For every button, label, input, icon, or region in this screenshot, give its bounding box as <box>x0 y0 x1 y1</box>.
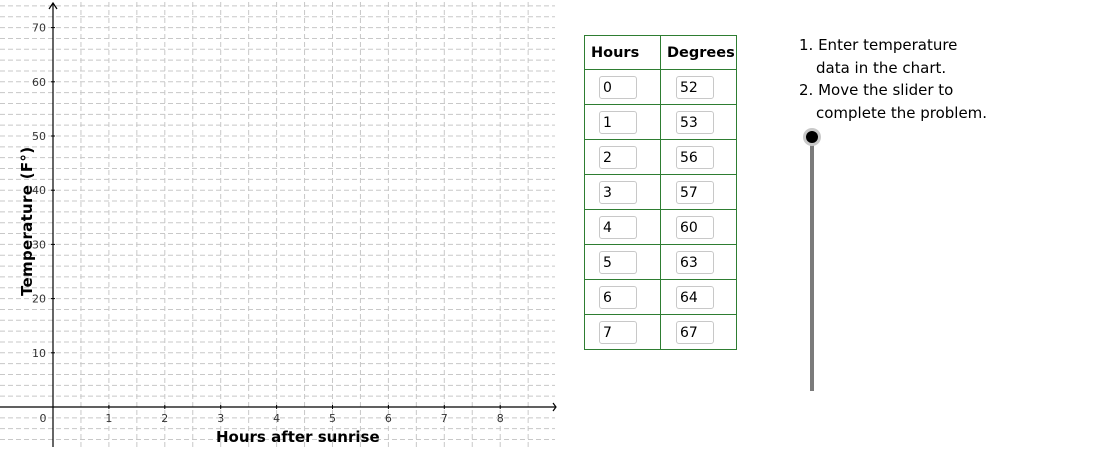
table-row: 3 57 <box>584 174 737 210</box>
header-degrees: Degrees <box>660 35 737 70</box>
degrees-input[interactable]: 56 <box>676 145 714 169</box>
degrees-input[interactable]: 57 <box>676 180 714 204</box>
degrees-cell: 56 <box>660 139 737 175</box>
degrees-input[interactable]: 53 <box>676 110 714 134</box>
hours-input[interactable]: 7 <box>599 320 637 344</box>
y-tick-label: 10 <box>32 347 46 360</box>
graph-canvas[interactable]: 0 1 2 3 4 5 6 7 8 10 20 30 40 50 60 70 <box>0 0 560 450</box>
degrees-cell: 52 <box>660 69 737 105</box>
degrees-cell: 57 <box>660 174 737 210</box>
hours-cell: 1 <box>584 104 661 140</box>
x-tick-label: 3 <box>217 412 224 425</box>
slider-handle-dot <box>806 131 818 143</box>
table-row: 6 64 <box>584 279 737 315</box>
x-tick-label: 7 <box>441 412 448 425</box>
degrees-cell: 53 <box>660 104 737 140</box>
degrees-input[interactable]: 67 <box>676 320 714 344</box>
hours-input[interactable]: 2 <box>599 145 637 169</box>
y-tick-label: 20 <box>32 293 46 306</box>
y-axis-arrow <box>48 1 58 10</box>
y-tick-label: 70 <box>32 22 46 35</box>
x-axis-arrow <box>552 402 557 412</box>
instructions: 1. Enter temperature data in the chart. … <box>799 34 987 124</box>
x-tick-label: 4 <box>273 412 280 425</box>
table-row: 1 53 <box>584 104 737 140</box>
degrees-input[interactable]: 63 <box>676 250 714 274</box>
hours-cell: 7 <box>584 314 661 350</box>
hours-cell: 3 <box>584 174 661 210</box>
hours-input[interactable]: 3 <box>599 180 637 204</box>
degrees-cell: 64 <box>660 279 737 315</box>
grid-lines <box>0 2 555 447</box>
degrees-cell: 67 <box>660 314 737 350</box>
header-hours: Hours <box>584 35 661 70</box>
hours-cell: 6 <box>584 279 661 315</box>
instruction-line-4: complete the problem. <box>816 103 988 122</box>
degrees-cell: 60 <box>660 209 737 245</box>
instruction-line-2: data in the chart. <box>816 58 947 77</box>
hours-input[interactable]: 5 <box>599 250 637 274</box>
y-tick-label: 40 <box>32 184 46 197</box>
degrees-input[interactable]: 60 <box>676 215 714 239</box>
hours-cell: 5 <box>584 244 661 280</box>
x-tick-label: 6 <box>385 412 392 425</box>
hours-input[interactable]: 0 <box>599 75 637 99</box>
table-row: 5 63 <box>584 244 737 280</box>
slider-track[interactable] <box>810 136 814 391</box>
y-tick-label: 30 <box>32 238 46 251</box>
degrees-input[interactable]: 64 <box>676 285 714 309</box>
table-row: 7 67 <box>584 314 737 350</box>
x-tick-label: 5 <box>329 412 336 425</box>
degrees-input[interactable]: 52 <box>676 75 714 99</box>
y-tick-label: 50 <box>32 130 46 143</box>
hours-input[interactable]: 4 <box>599 215 637 239</box>
slider-handle[interactable] <box>803 128 821 146</box>
x-axis-title: Hours after sunrise <box>216 428 380 446</box>
x-tick-label: 1 <box>105 412 112 425</box>
x-tick-label: 8 <box>497 412 504 425</box>
axes <box>0 1 557 447</box>
instruction-line-1: 1. Enter temperature <box>799 36 958 54</box>
degrees-cell: 63 <box>660 244 737 280</box>
x-tick-label: 2 <box>161 412 168 425</box>
y-tick-labels: 10 20 30 40 50 60 70 <box>32 22 55 360</box>
table-row: 4 60 <box>584 209 737 245</box>
data-table: Hours Degrees 0 52 1 53 2 56 3 57 4 60 5 63 6 64 7 67 <box>584 35 737 350</box>
hours-cell: 0 <box>584 69 661 105</box>
table-row: 0 52 <box>584 69 737 105</box>
hours-cell: 4 <box>584 209 661 245</box>
hours-input[interactable]: 6 <box>599 285 637 309</box>
x-tick-labels: 0 1 2 3 4 5 6 7 8 <box>40 405 504 425</box>
x-tick-label: 0 <box>40 412 47 425</box>
y-axis-title: Temperature (F°) <box>18 146 36 296</box>
table-header-row: Hours Degrees <box>584 35 737 70</box>
hours-input[interactable]: 1 <box>599 110 637 134</box>
y-tick-label: 60 <box>32 76 46 89</box>
table-row: 2 56 <box>584 139 737 175</box>
hours-cell: 2 <box>584 139 661 175</box>
instruction-line-3: 2. Move the slider to <box>799 81 954 99</box>
